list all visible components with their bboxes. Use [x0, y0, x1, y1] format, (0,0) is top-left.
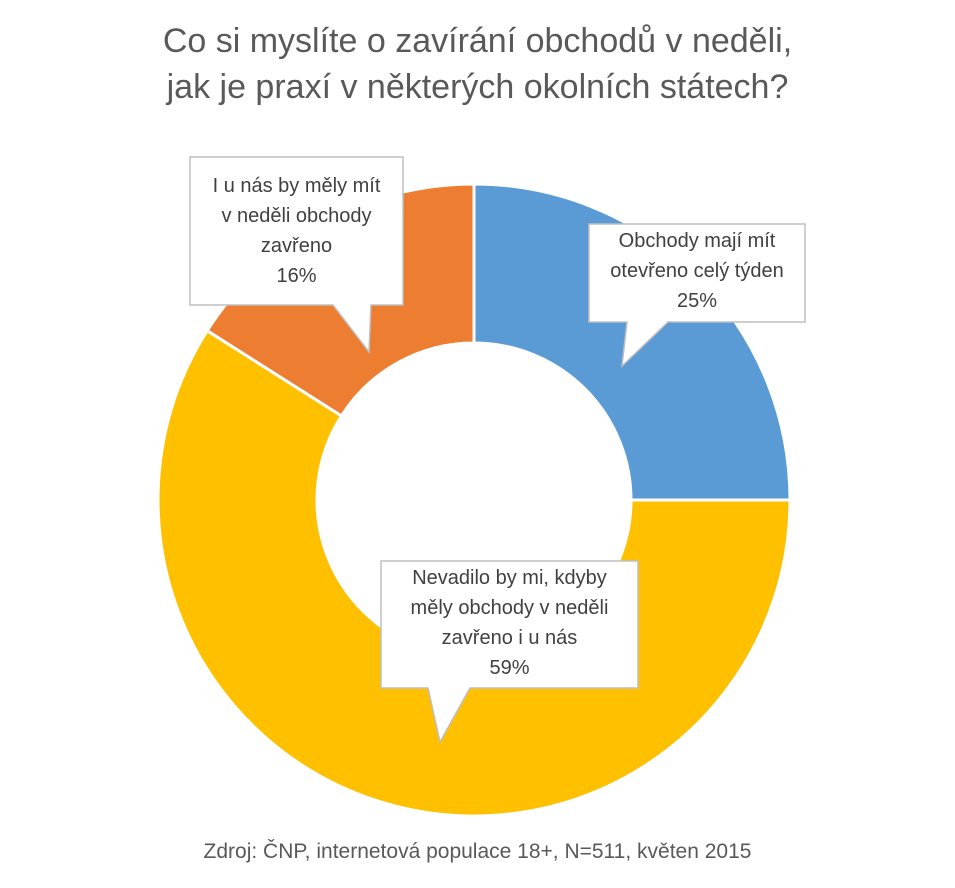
callout-would-not-mind [380, 560, 639, 745]
chart-title-line-1: Co si myslíte o zavírání obchodů v neděl… [162, 22, 793, 60]
callout-should-be-closed [189, 156, 404, 355]
source-note: Zdroj: ČNP, internetová populace 18+, N=… [203, 840, 752, 863]
chart-title: Co si myslíte o zavírání obchodů v neděl… [0, 18, 955, 110]
chart-title-line-2: jak je praxí v některých okolních státec… [166, 68, 789, 106]
callout-open-all-week [588, 223, 806, 368]
